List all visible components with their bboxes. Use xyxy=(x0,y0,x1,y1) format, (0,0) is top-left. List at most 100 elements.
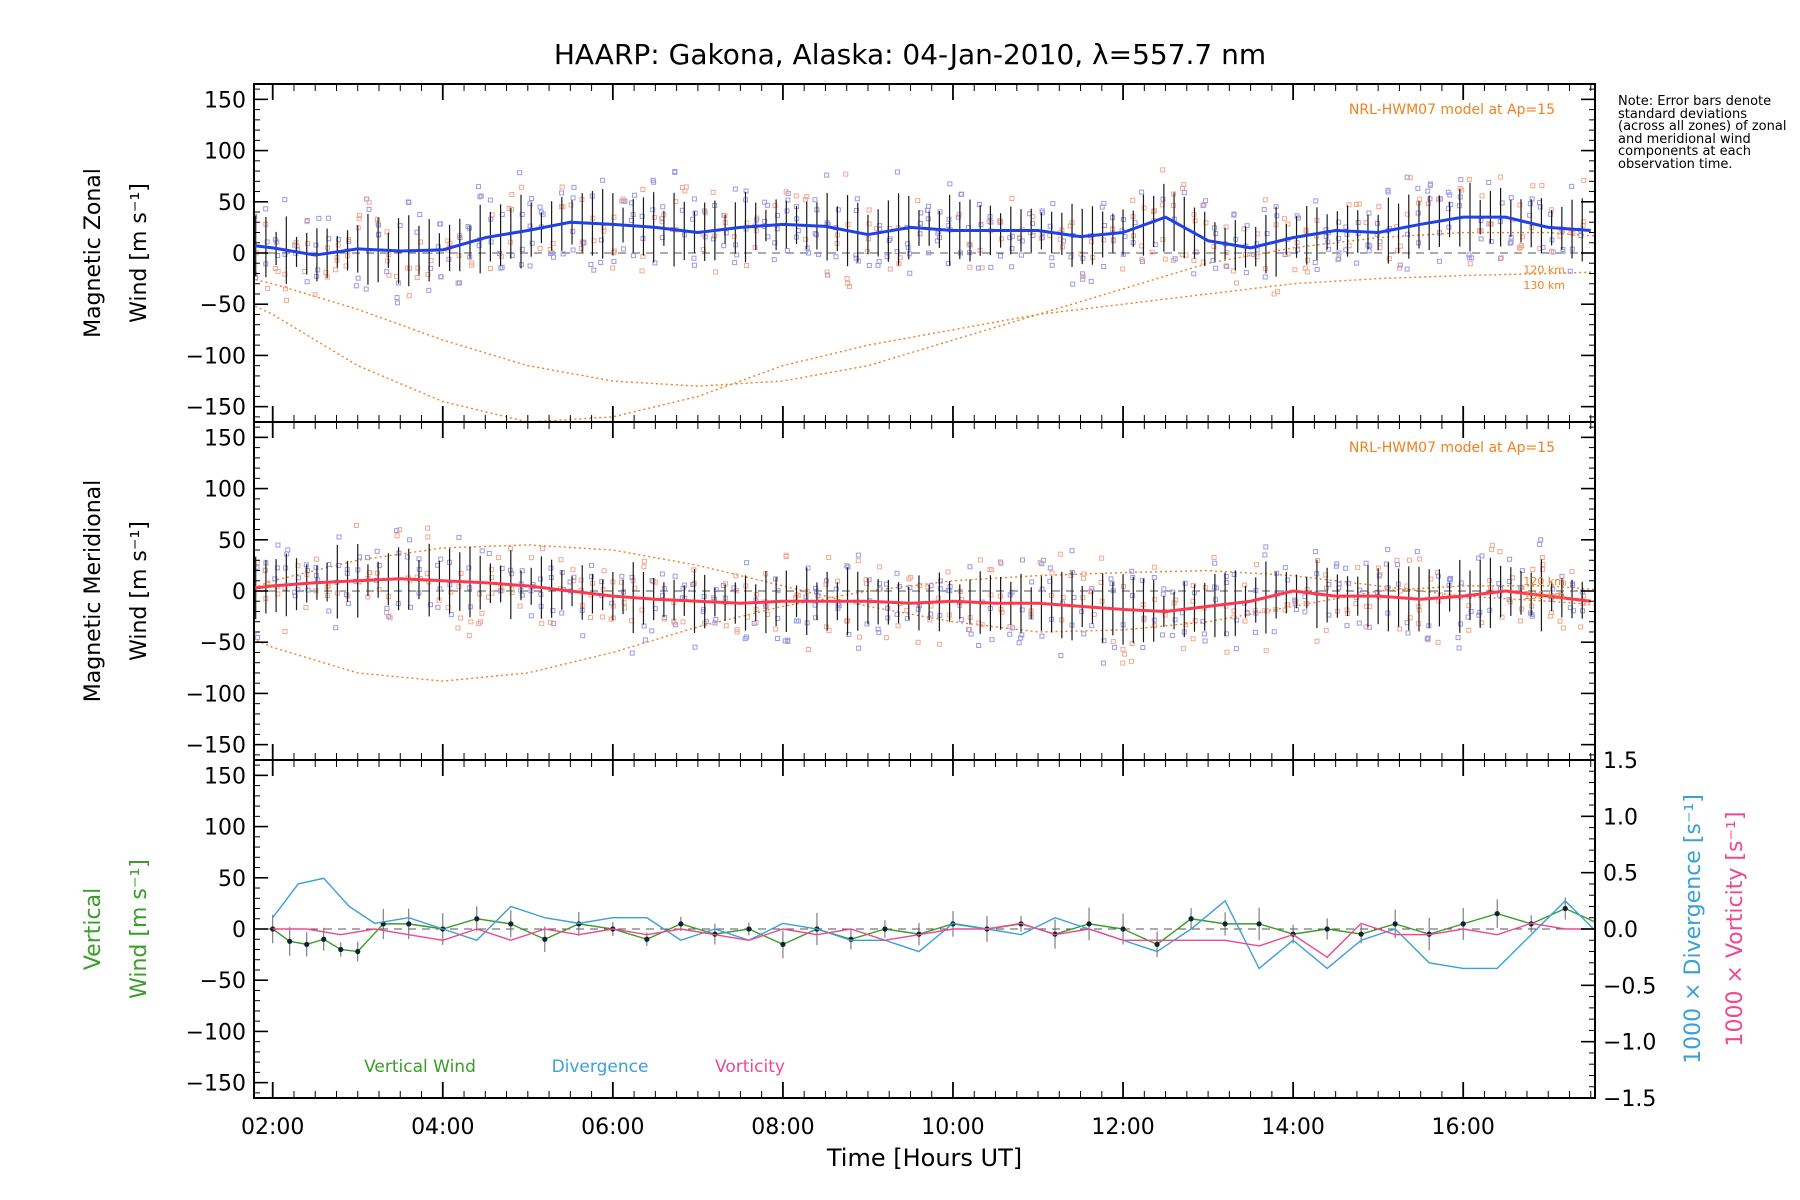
zone-sample xyxy=(1302,265,1308,271)
zone-sample xyxy=(1425,637,1431,643)
zone-sample xyxy=(1108,576,1114,582)
zone-sample xyxy=(958,191,964,197)
zone-sample xyxy=(1414,549,1420,555)
zone-sample xyxy=(1262,274,1268,280)
zone-sample xyxy=(1354,260,1360,266)
zone-sample xyxy=(1019,632,1025,638)
zone-sample xyxy=(295,563,301,569)
zone-sample xyxy=(509,571,515,577)
zone-sample xyxy=(1435,573,1441,579)
zone-sample xyxy=(313,556,319,562)
zone-sample xyxy=(457,280,463,286)
zone-sample xyxy=(570,247,576,253)
zone-sample xyxy=(733,573,739,579)
y-tick-label: 100 xyxy=(204,478,246,503)
zone-sample xyxy=(772,203,778,209)
zone-sample xyxy=(833,586,839,592)
zone-sample xyxy=(907,584,913,590)
zone-sample xyxy=(1336,250,1342,256)
zone-sample xyxy=(1224,264,1230,270)
y-tick-label: 50 xyxy=(218,867,246,892)
zone-sample xyxy=(1519,584,1525,590)
zone-sample xyxy=(906,251,912,257)
meridional-wind-line xyxy=(254,577,1591,613)
zone-sample xyxy=(620,196,626,202)
zone-sample xyxy=(486,550,492,556)
zone-sample xyxy=(1446,224,1452,230)
vertical-wind-point xyxy=(1120,926,1126,932)
zone-sample xyxy=(1578,624,1584,630)
zone-sample xyxy=(1231,211,1237,217)
zone-sample xyxy=(1303,601,1309,607)
zone-sample xyxy=(598,237,604,243)
zone-sample xyxy=(1528,610,1534,616)
zone-sample xyxy=(989,637,995,643)
zone-sample xyxy=(527,201,533,207)
zone-sample xyxy=(1374,220,1380,226)
zone-sample xyxy=(1211,555,1217,561)
zone-sample xyxy=(1190,636,1196,642)
zone-sample xyxy=(559,190,565,196)
zone-sample xyxy=(1466,627,1472,633)
zone-sample xyxy=(265,286,271,292)
zone-sample xyxy=(1211,244,1217,250)
zone-sample xyxy=(1458,621,1464,627)
zone-sample xyxy=(539,621,545,627)
zone-sample xyxy=(1200,203,1206,209)
x-tick-label: 10:00 xyxy=(921,1115,984,1140)
zone-sample xyxy=(866,262,872,268)
zone-sample xyxy=(619,573,625,579)
zone-sample xyxy=(1325,239,1331,245)
zone-sample xyxy=(1262,266,1268,272)
zone-sample xyxy=(264,239,270,245)
zone-sample xyxy=(1519,568,1525,574)
zone-sample xyxy=(1039,633,1045,639)
right-tick-label: −1.5 xyxy=(1603,1087,1656,1112)
zone-sample xyxy=(498,265,504,271)
zone-sample xyxy=(1230,268,1236,274)
zone-sample xyxy=(1312,549,1318,555)
zone-sample xyxy=(764,202,770,208)
zone-sample xyxy=(550,240,556,246)
zone-sample xyxy=(517,170,523,176)
zone-sample xyxy=(304,217,310,223)
zone-sample xyxy=(1223,573,1229,579)
vertical-wind-point xyxy=(1188,916,1194,922)
zone-sample xyxy=(1519,606,1525,612)
model-130km-label: 130 km xyxy=(1523,589,1565,602)
zone-sample xyxy=(1407,615,1413,621)
zone-sample xyxy=(1009,264,1015,270)
zone-sample xyxy=(1334,561,1340,567)
zone-sample xyxy=(945,569,951,575)
zone-sample xyxy=(937,641,943,647)
zone-sample xyxy=(825,272,831,278)
zone-sample xyxy=(1415,185,1421,191)
zone-sample xyxy=(700,246,706,252)
zone-sample xyxy=(1312,259,1318,265)
zone-sample xyxy=(313,242,319,248)
zone-sample xyxy=(692,644,698,650)
zone-sample xyxy=(1326,246,1332,252)
zone-sample xyxy=(1018,635,1024,641)
zone-sample xyxy=(548,565,554,571)
zone-sample xyxy=(1560,246,1566,252)
zone-sample xyxy=(528,613,534,619)
zone-sample xyxy=(1139,189,1145,195)
zone-sample xyxy=(1149,249,1155,255)
vertical-wind-point xyxy=(1154,941,1160,947)
zone-sample xyxy=(469,260,475,266)
zone-sample xyxy=(894,570,900,576)
zone-sample xyxy=(650,207,656,213)
zone-sample xyxy=(550,608,556,614)
zone-sample xyxy=(805,565,811,571)
legend-divergence: Divergence xyxy=(552,1057,649,1077)
zone-sample xyxy=(793,193,799,199)
zone-sample xyxy=(323,269,329,275)
zone-sample xyxy=(844,618,850,624)
zone-sample xyxy=(336,236,342,242)
zone-sample xyxy=(1303,227,1309,233)
zone-sample xyxy=(744,263,750,269)
zone-sample xyxy=(1160,237,1166,243)
zone-sample xyxy=(1101,638,1107,644)
